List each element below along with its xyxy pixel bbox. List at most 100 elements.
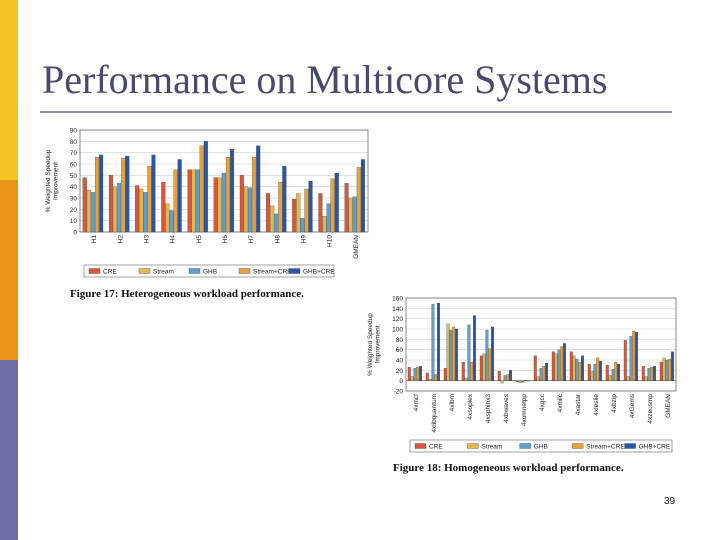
bar <box>587 364 591 381</box>
bar <box>165 203 170 233</box>
bar <box>125 155 130 233</box>
x-tick-label: 4xGems <box>629 393 636 418</box>
y-tick-label: 10 <box>70 218 78 225</box>
y-tick-label: 120 <box>392 316 403 323</box>
x-tick-label: 4xmcf <box>413 394 420 412</box>
bar <box>282 166 287 233</box>
bar <box>113 186 118 233</box>
legend-label: CRE <box>429 444 443 451</box>
bar <box>467 324 471 381</box>
x-tick-label: H2 <box>117 235 124 244</box>
bar <box>461 361 465 381</box>
bar <box>569 351 573 381</box>
x-tick-label: 4xomnetpp <box>521 394 528 427</box>
bar <box>605 365 609 381</box>
bar <box>360 159 365 233</box>
legend-swatch <box>138 268 151 274</box>
y-tick-label: 80 <box>70 139 78 146</box>
x-tick-label: GMEAN <box>665 394 672 418</box>
bar <box>500 380 504 384</box>
bar <box>641 366 645 381</box>
bar <box>344 183 349 233</box>
slide-title: Performance on Multicore Systems <box>42 57 608 102</box>
legend-swatch <box>288 268 301 274</box>
bar <box>449 329 453 381</box>
bar <box>348 197 353 233</box>
bar <box>485 329 489 381</box>
bar <box>413 368 417 381</box>
x-tick-label: H6 <box>222 235 229 244</box>
bar <box>410 376 414 381</box>
bar <box>608 375 612 381</box>
legend-label: GHB <box>203 269 217 276</box>
legend-swatch <box>188 268 201 274</box>
bar <box>542 366 546 381</box>
bar <box>356 167 361 233</box>
x-tick-label: 4xleslie <box>593 394 600 416</box>
legend-box <box>409 439 673 453</box>
x-tick-label: 4xsoplex <box>467 393 474 419</box>
bar <box>117 183 122 233</box>
legend-label: GHB <box>534 444 548 451</box>
bar <box>326 203 331 233</box>
bar <box>431 304 435 381</box>
bar <box>300 218 305 233</box>
x-tick-label: 4xmilc <box>557 393 564 412</box>
x-tick-label: 4xzeusmp <box>647 394 654 424</box>
bar <box>143 192 148 233</box>
bar <box>503 375 507 381</box>
y-tick-label: -20 <box>394 389 404 396</box>
heterogeneous-workload-chart: 0 10 20 30 40 50 60 70 80 90 % Weighted SpeedupImp… <box>45 128 369 278</box>
bar <box>90 192 95 233</box>
bar <box>161 182 166 233</box>
bar <box>169 210 174 233</box>
bar <box>243 186 248 233</box>
y-tick-label: 140 <box>392 306 403 313</box>
x-tick-label: H10 <box>327 235 334 247</box>
legend-label: Stream+CRE <box>253 269 292 276</box>
legend-swatch <box>519 443 531 449</box>
bar <box>551 351 555 381</box>
y-tick-label: 30 <box>70 196 78 203</box>
bar <box>470 361 474 381</box>
bar <box>437 303 440 381</box>
plot-frame <box>405 297 677 392</box>
bar <box>596 357 600 381</box>
bar <box>671 351 674 381</box>
y-tick-label: 0 <box>399 378 403 385</box>
bar <box>665 359 669 381</box>
bar <box>509 370 512 381</box>
bar <box>199 145 204 233</box>
bar <box>527 380 530 382</box>
bar <box>139 188 144 233</box>
bar <box>578 361 582 381</box>
x-tick-label: 4xbwaves <box>503 393 510 423</box>
bar <box>248 187 253 233</box>
bar <box>524 380 528 381</box>
bar <box>419 366 422 381</box>
bar <box>416 367 420 381</box>
legend-swatch <box>467 443 479 449</box>
bar <box>536 376 540 381</box>
bar <box>473 315 476 381</box>
bar <box>86 189 91 233</box>
accent-strip-bottom <box>0 360 18 540</box>
bar <box>626 376 630 381</box>
x-tick-label: 4xbzip <box>611 394 618 413</box>
bar <box>659 361 663 381</box>
bar <box>292 199 297 233</box>
bar <box>557 349 561 381</box>
bar <box>221 172 226 233</box>
bar <box>497 371 501 381</box>
bar <box>488 348 492 381</box>
bar <box>407 367 411 381</box>
bar <box>443 368 447 381</box>
bar <box>590 371 594 381</box>
bar <box>230 149 235 233</box>
y-tick-label: 0 <box>73 230 77 237</box>
legend-label: Stream <box>153 269 174 276</box>
bar <box>464 377 468 381</box>
page-number: 39 <box>664 496 676 507</box>
bar <box>270 205 275 233</box>
bar <box>425 372 429 381</box>
